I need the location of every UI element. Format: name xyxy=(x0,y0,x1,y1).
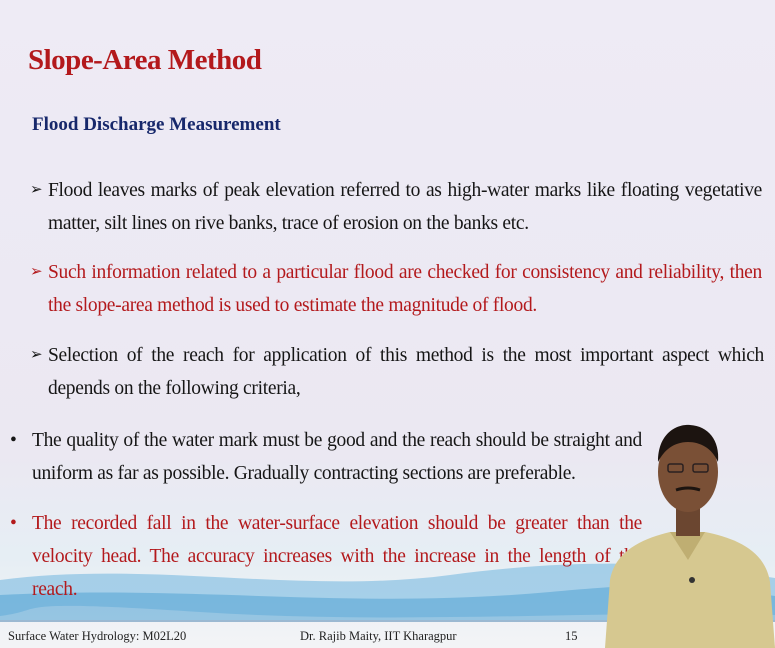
slide: Slope-Area Method Flood Discharge Measur… xyxy=(0,0,775,648)
footer-course: Surface Water Hydrology: M02L20 xyxy=(8,629,186,644)
microphone xyxy=(689,577,695,583)
slide-subtitle: Flood Discharge Measurement xyxy=(32,114,281,136)
page: Slope-Area Method Flood Discharge Measur… xyxy=(0,0,775,648)
slide-title: Slope-Area Method xyxy=(28,44,261,77)
point: Selection of the reach for application o… xyxy=(48,339,764,405)
point: Such information related to a particular… xyxy=(48,256,762,322)
criterion: The quality of the water mark must be go… xyxy=(32,424,642,490)
page-number: 15 xyxy=(565,629,578,644)
point: Flood leaves marks of peak elevation ref… xyxy=(48,174,762,240)
footer-author: Dr. Rajib Maity, IIT Kharagpur xyxy=(300,629,457,644)
criterion: The recorded fall in the water-surface e… xyxy=(32,507,642,606)
presenter xyxy=(600,410,775,648)
